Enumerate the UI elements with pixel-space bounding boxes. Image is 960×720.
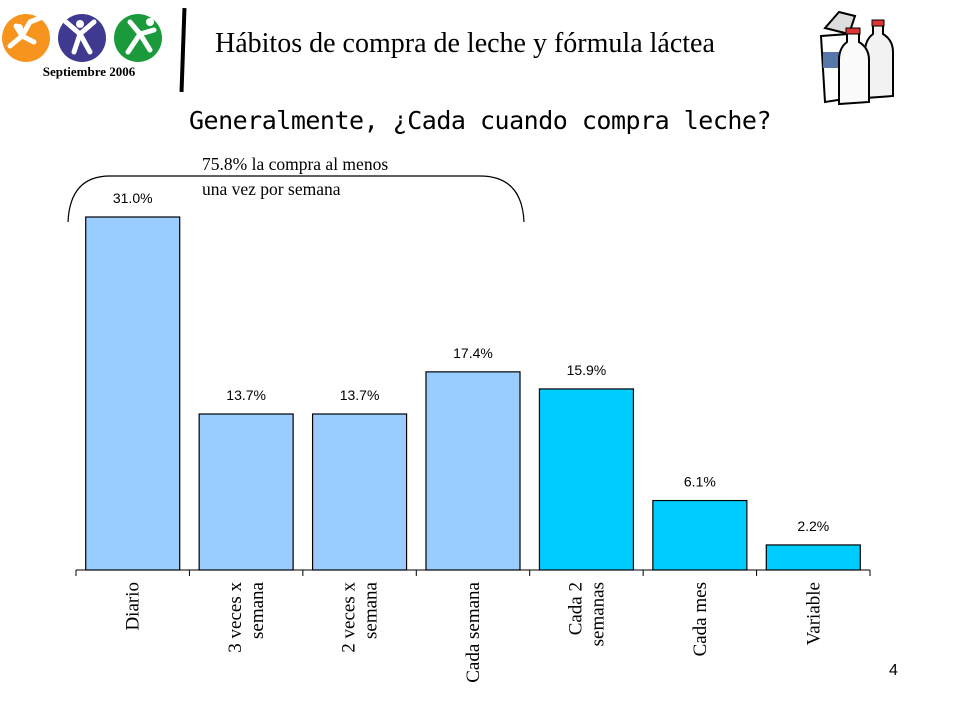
- bar-value-label: 15.9%: [567, 362, 607, 378]
- slide-title: Hábitos de compra de leche y fórmula lác…: [215, 28, 715, 59]
- bar: [198, 413, 294, 571]
- bar: [765, 544, 861, 571]
- category-label: Cada semana: [463, 581, 484, 682]
- logo-purple-figure: [58, 14, 106, 62]
- logo-figures-icon: [2, 14, 162, 62]
- date-label: Septiembre 2006: [42, 64, 136, 79]
- category-label: Cada mes: [690, 582, 711, 656]
- page-number: 4: [889, 662, 898, 679]
- chart-title: Generalmente, ¿Cada cuando compra leche?: [188, 106, 772, 135]
- category-label: Variable: [803, 582, 824, 645]
- bar: [425, 371, 521, 571]
- bar-value-label: 13.7%: [340, 387, 380, 403]
- logo-green-figure: [114, 14, 162, 62]
- bar-value-label: 13.7%: [226, 387, 266, 403]
- category-label: Cada 2: [565, 582, 586, 635]
- bar-value-label: 2.2%: [797, 518, 829, 534]
- bar: [538, 388, 635, 571]
- bar: [652, 499, 748, 571]
- category-label: semana: [247, 581, 268, 639]
- bar-value-label: 6.1%: [684, 474, 716, 490]
- category-label: 2 veces x: [339, 582, 360, 653]
- bar: [311, 413, 408, 571]
- weekly-annotation: 75.8% la compra al menos una vez por sem…: [202, 152, 388, 202]
- milk-carton-bottles-icon: [819, 10, 894, 106]
- bars-layer: 31.0% 13.7% 13.7% 17.4% 15.9% 6.1% 2.2%: [85, 190, 861, 571]
- ticks-layer: [75, 570, 871, 576]
- bar-value-label: 31.0%: [113, 190, 153, 206]
- annotation-line-1: 75.8% la compra al menos: [202, 154, 389, 174]
- annotation-line-2: una vez por semana: [202, 179, 341, 199]
- category-label: 3 veces x: [225, 582, 246, 653]
- bar: [85, 216, 181, 571]
- category-label: Diario: [123, 582, 144, 631]
- bar-value-label: 17.4%: [453, 345, 493, 361]
- logo-orange-figure: [2, 14, 50, 62]
- weekly-bracket: [67, 175, 525, 223]
- category-label: semana: [361, 581, 382, 639]
- category-labels-layer: Diario 3 veces x semana 2 veces x semana Cada…: [123, 581, 825, 682]
- category-label: semanas: [587, 582, 608, 646]
